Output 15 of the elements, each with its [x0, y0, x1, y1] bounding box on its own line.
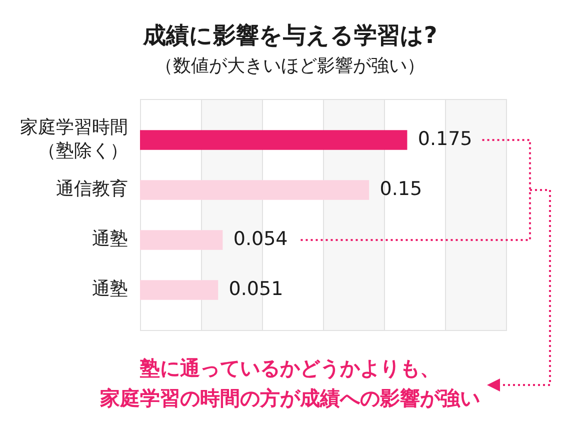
- y-tick-label: 通塾: [92, 228, 128, 250]
- chart-title: 成績に影響を与える学習は?: [142, 22, 438, 49]
- data-label: 0.051: [228, 278, 284, 300]
- bar: [140, 130, 408, 150]
- chart-subtitle: （数値が大きいほど影響が強い）: [155, 56, 425, 77]
- bar: [140, 230, 223, 250]
- y-tick-label: 通信教育: [56, 178, 128, 200]
- y-tick-label: 通塾: [92, 278, 128, 300]
- bar: [140, 280, 218, 300]
- data-label: 0.175: [418, 128, 472, 150]
- data-label: 0.054: [233, 228, 288, 250]
- text: 塾に通っているかどうかよりも、家庭学習の時間の方が成績への影響が強い: [99, 356, 480, 410]
- bar: [140, 180, 370, 200]
- data-label: 0.15: [380, 178, 422, 200]
- y-tick-label: 家庭学習時間（塾除く）: [20, 116, 128, 162]
